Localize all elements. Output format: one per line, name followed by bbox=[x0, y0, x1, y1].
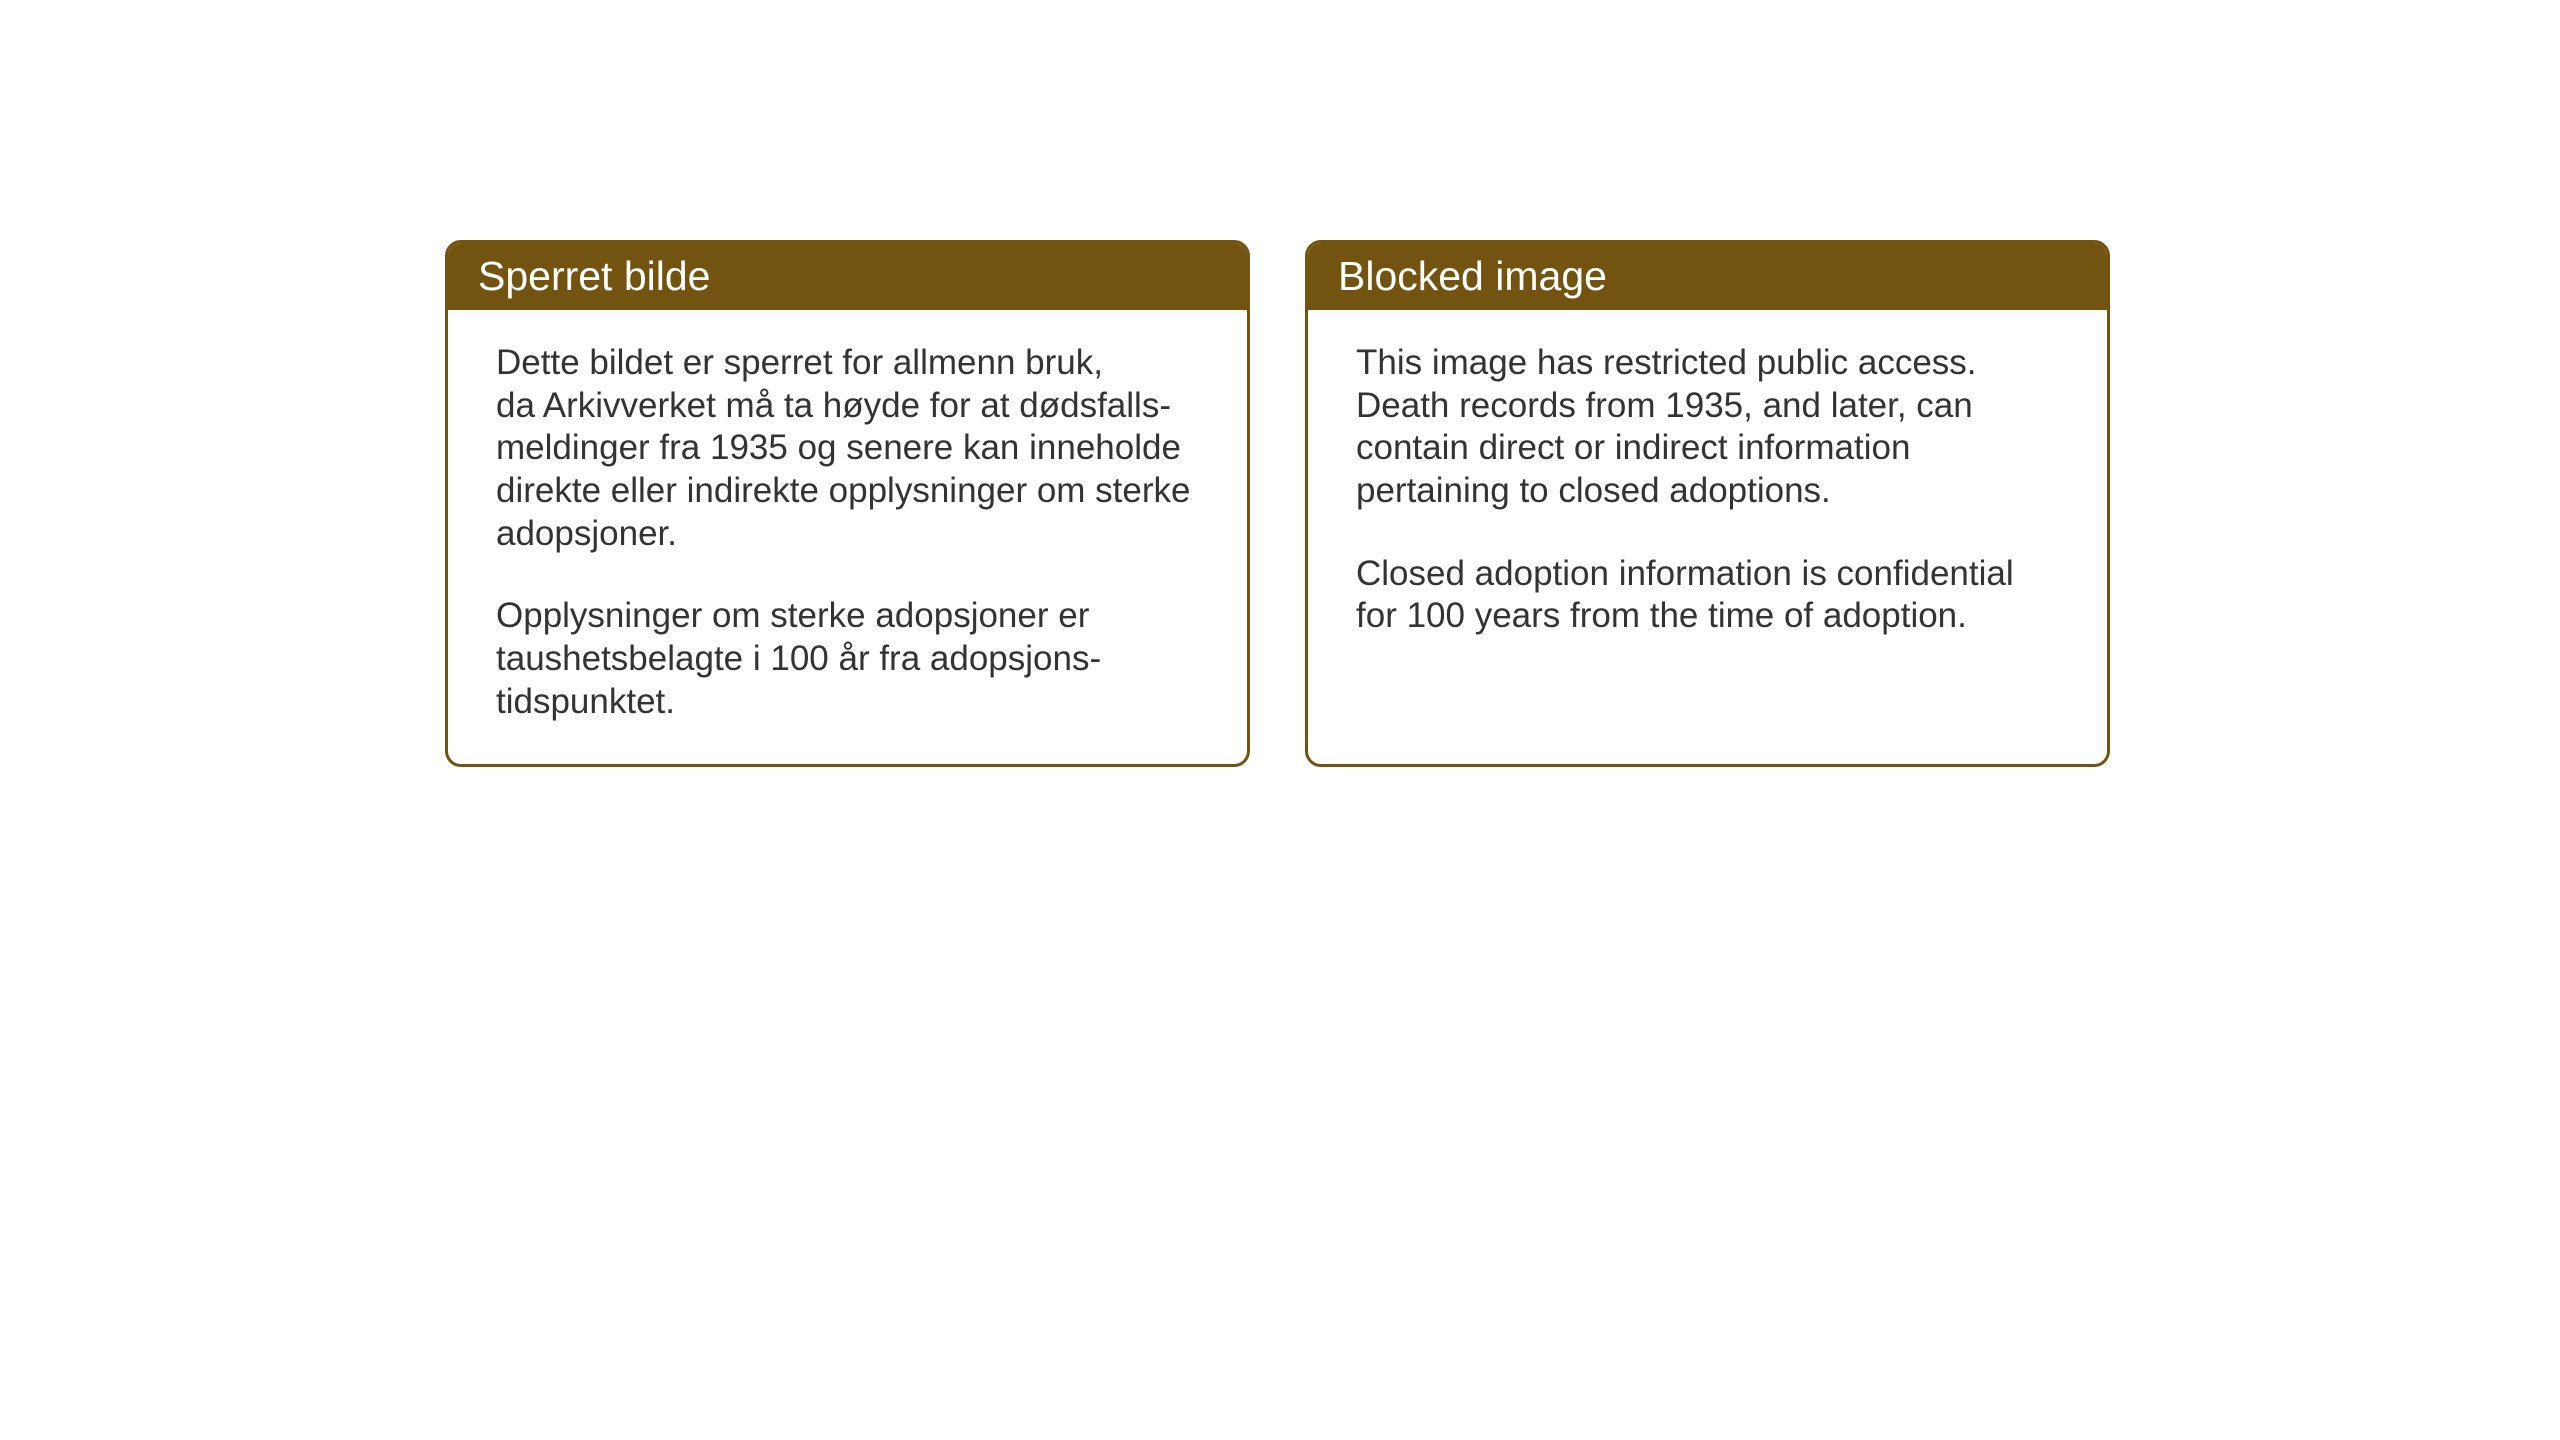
norwegian-panel-header: Sperret bilde bbox=[448, 243, 1247, 310]
english-panel: Blocked image This image has restricted … bbox=[1305, 240, 2110, 767]
english-panel-body: This image has restricted public access.… bbox=[1308, 310, 2107, 678]
norwegian-para-2: Opplysninger om sterke adopsjoner er tau… bbox=[496, 595, 1199, 723]
norwegian-panel-body: Dette bildet er sperret for allmenn bruk… bbox=[448, 310, 1247, 764]
norwegian-para-1: Dette bildet er sperret for allmenn bruk… bbox=[496, 342, 1199, 555]
english-panel-header: Blocked image bbox=[1308, 243, 2107, 310]
english-para-1: This image has restricted public access.… bbox=[1356, 342, 2059, 513]
english-title: Blocked image bbox=[1338, 253, 1607, 299]
norwegian-panel: Sperret bilde Dette bildet er sperret fo… bbox=[445, 240, 1250, 767]
notice-container: Sperret bilde Dette bildet er sperret fo… bbox=[445, 240, 2110, 767]
norwegian-title: Sperret bilde bbox=[478, 253, 710, 299]
english-para-2: Closed adoption information is confident… bbox=[1356, 553, 2059, 638]
